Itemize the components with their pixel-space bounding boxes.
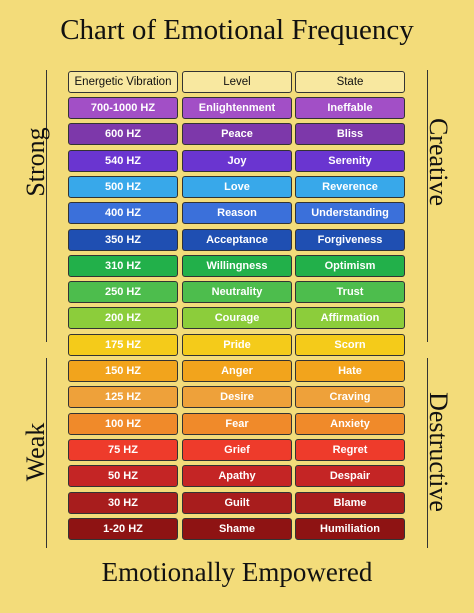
table-cell: 1-20 HZ [68, 517, 178, 540]
table-cell: Guilt [182, 491, 292, 514]
side-label: Creative [424, 117, 453, 207]
table-cell: 400 HZ [68, 202, 178, 225]
table-cell: Forgiveness [295, 228, 405, 251]
table-cell: 540 HZ [68, 149, 178, 172]
title: Chart of Emotional Frequency [60, 14, 414, 46]
divider [427, 358, 428, 548]
table-cell: 175 HZ [68, 333, 178, 356]
table-cell: Blame [295, 491, 405, 514]
side-label: Strong [21, 127, 50, 197]
table-cell: Anxiety [295, 412, 405, 435]
table-cell: Reason [182, 202, 292, 225]
table-cell: Humiliation [295, 517, 405, 540]
table-cell: 500 HZ [68, 175, 178, 198]
table-cell: Joy [182, 149, 292, 172]
table-cell: Despair [295, 465, 405, 488]
table-cell: 50 HZ [68, 465, 178, 488]
table-cell: Enlightenment [182, 97, 292, 119]
table-cell: Neutrality [182, 281, 292, 304]
table-cell: Apathy [182, 465, 292, 488]
table-cell: Grief [182, 438, 292, 461]
table-cell: 100 HZ [68, 412, 178, 435]
table-cell: Pride [182, 333, 292, 356]
table-cell: Love [182, 175, 292, 198]
divider [427, 70, 428, 342]
column-header: Level [182, 71, 292, 93]
column-header: State [295, 71, 405, 93]
table-cell: Scorn [295, 333, 405, 356]
table-cell: Regret [295, 438, 405, 461]
table-cell: Anger [182, 360, 292, 382]
table-cell: 350 HZ [68, 228, 178, 251]
table-cell: Ineffable [295, 97, 405, 119]
table-cell: Bliss [295, 123, 405, 146]
table-cell: Serenity [295, 149, 405, 172]
table-cell: Optimism [295, 254, 405, 277]
divider [46, 70, 47, 342]
table-cell: Acceptance [182, 228, 292, 251]
footer: Emotionally Empowered [101, 557, 373, 587]
side-label: Destructive [424, 392, 453, 512]
table-cell: Willingness [182, 254, 292, 277]
table-cell: 30 HZ [68, 491, 178, 514]
table-cell: Fear [182, 412, 292, 435]
table-cell: 700-1000 HZ [68, 97, 178, 119]
table-cell: 75 HZ [68, 438, 178, 461]
table-cell: Affirmation [295, 307, 405, 330]
table-cell: Shame [182, 517, 292, 540]
table-cell: 150 HZ [68, 360, 178, 382]
divider [46, 358, 47, 548]
column-header: Energetic Vibration [68, 71, 178, 93]
table-cell: 600 HZ [68, 123, 178, 146]
table-cell: Hate [295, 360, 405, 382]
table-cell: Peace [182, 123, 292, 146]
table-cell: Desire [182, 386, 292, 409]
side-label: Weak [21, 422, 50, 482]
table-cell: Trust [295, 281, 405, 304]
table-cell: 125 HZ [68, 386, 178, 409]
table-cell: 250 HZ [68, 281, 178, 304]
table-cell: 310 HZ [68, 254, 178, 277]
table-cell: Courage [182, 307, 292, 330]
table-cell: Understanding [295, 202, 405, 225]
table-cell: Reverence [295, 175, 405, 198]
table-cell: Craving [295, 386, 405, 409]
table-cell: 200 HZ [68, 307, 178, 330]
